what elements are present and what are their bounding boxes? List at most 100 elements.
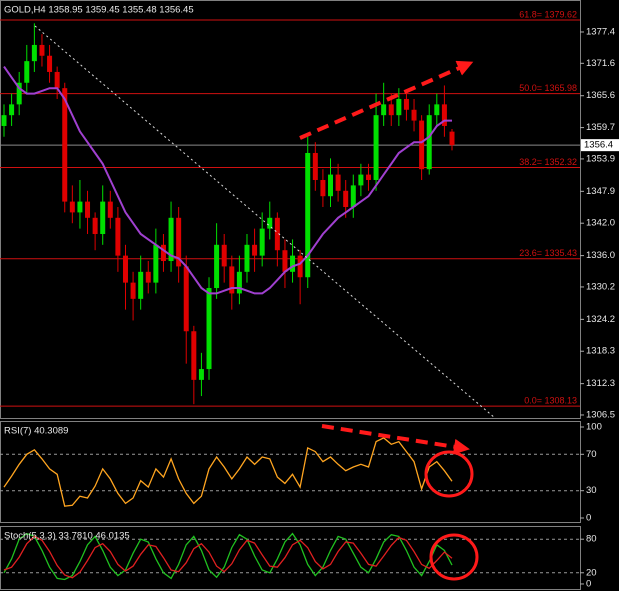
candle-body (9, 104, 15, 116)
candle-body (54, 71, 60, 89)
candle-body (244, 244, 250, 272)
candle-body (69, 201, 75, 213)
candle-body (153, 244, 159, 283)
moving-average (3, 66, 452, 295)
y-tick-label: 1365.6 (586, 90, 615, 101)
y-tick-label: 0 (586, 513, 591, 524)
candle-body (62, 88, 68, 202)
candle-body (1, 115, 7, 126)
panel-frame (0, 421, 581, 523)
candle-body (191, 331, 197, 380)
y-tick-label: 0 (586, 578, 591, 589)
y-tick-label: 1312.3 (586, 378, 615, 389)
candle-body (236, 271, 242, 294)
candle-body (24, 61, 30, 83)
candle-body (206, 288, 212, 370)
y-tick-label: 1377.4 (586, 26, 615, 37)
last-price-label: 1356.4 (584, 140, 613, 151)
y-tick-label: 1336.0 (586, 250, 615, 261)
y-tick-label: 1359.7 (586, 122, 615, 133)
candle-body (77, 201, 83, 213)
y-tick-label: 1371.6 (586, 58, 615, 69)
candle-body (373, 115, 379, 180)
candle-body (411, 109, 417, 121)
candle-body (115, 217, 121, 256)
candle-body (31, 44, 37, 62)
annotation-circle (424, 450, 474, 498)
candle-body (449, 131, 455, 146)
y-tick-label: 1330.2 (586, 281, 615, 292)
panel-frame (0, 526, 581, 590)
candle-body (305, 152, 311, 278)
candle-body (160, 244, 166, 262)
candle-body (221, 244, 227, 267)
fib-label: 23.6= 1335.43 (519, 248, 577, 258)
indicator-line (3, 532, 453, 581)
panel-frame (0, 0, 581, 419)
y-tick-label: 1318.3 (586, 346, 615, 357)
candle-body (47, 55, 53, 72)
candle-body (259, 228, 265, 256)
candle-body (434, 104, 440, 116)
fib-label: 61.8= 1379.62 (519, 9, 577, 19)
y-tick-label: 1347.9 (586, 186, 615, 197)
y-tick-label: 1353.9 (586, 153, 615, 164)
indicator-line (3, 535, 453, 579)
panel-title: RSI(7) 40.3089 (4, 426, 68, 437)
y-tick-label: 1306.5 (586, 409, 615, 420)
candle-body (107, 201, 113, 218)
candle-body (168, 217, 174, 262)
panel-title: Stoch(5,3,3) 33.7810 46.0135 (4, 531, 130, 542)
fib-label: 50.0= 1365.98 (519, 83, 577, 93)
candle-body (381, 104, 387, 116)
candle-body (403, 98, 409, 110)
last-price-box (581, 139, 619, 152)
y-tick-label: 20 (586, 567, 597, 578)
candle-body (138, 271, 144, 299)
candle-body (183, 266, 189, 332)
candle-body (214, 244, 220, 289)
y-tick-label: 30 (586, 485, 597, 496)
annotation-arrow (321, 424, 470, 455)
candle-body (320, 179, 326, 197)
candle-body (92, 217, 98, 235)
candle-body (229, 266, 235, 294)
candle-body (274, 217, 280, 251)
trend-line (34, 25, 496, 419)
y-tick-label: 1342.0 (586, 218, 615, 229)
fib-label: 0.0= 1308.13 (524, 396, 577, 406)
candle-body (388, 104, 394, 116)
candle-body (358, 174, 364, 186)
candle-body (365, 174, 371, 180)
candle-body (335, 174, 341, 191)
candle-body (350, 185, 356, 208)
y-tick-label: 70 (586, 449, 597, 460)
candle-body (252, 244, 258, 256)
candle-body (419, 120, 425, 170)
panel-title: GOLD,H4 1358.95 1359.45 1355.48 1356.45 (4, 5, 194, 16)
candle-body (312, 152, 318, 180)
y-tick-label: 80 (586, 534, 597, 545)
candle-body (198, 369, 204, 380)
candle-body (39, 44, 45, 56)
annotation-arrow (299, 60, 474, 140)
candle-body (176, 217, 182, 267)
candle-body (267, 217, 273, 229)
indicator-line (3, 437, 453, 507)
candle-body (100, 201, 106, 235)
candle-body (16, 82, 22, 105)
candle-body (328, 174, 334, 197)
candle-body (426, 115, 432, 170)
candle-body (122, 255, 128, 283)
candle-body (441, 104, 447, 126)
y-tick-label: 1324.2 (586, 314, 615, 325)
candle-body (130, 282, 136, 299)
annotation-circle (429, 533, 479, 581)
y-tick-label: 100 (586, 422, 602, 433)
candle-body (145, 271, 151, 283)
candle-body (290, 255, 296, 272)
candle-body (396, 98, 402, 116)
